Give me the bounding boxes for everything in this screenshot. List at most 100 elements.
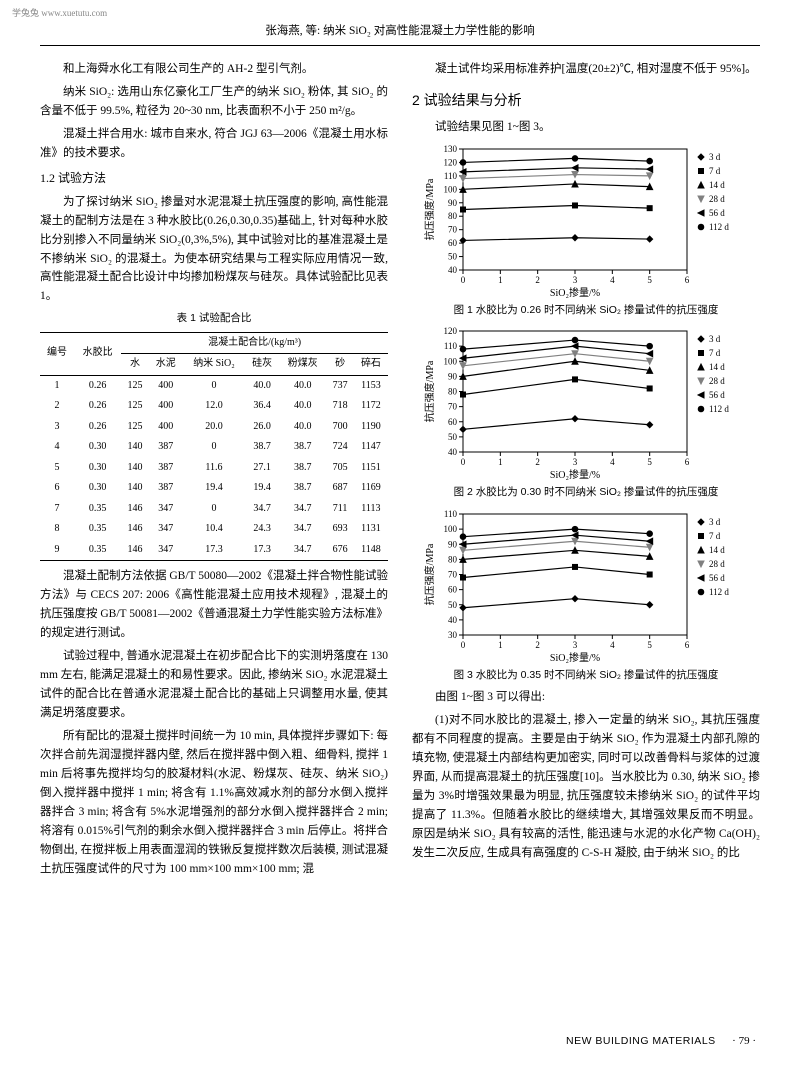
- table-cell: 19.4: [183, 478, 245, 499]
- svg-text:6: 6: [685, 640, 690, 650]
- table-cell: 38.7: [279, 437, 326, 458]
- svg-text:7 d: 7 d: [709, 531, 721, 541]
- svg-text:70: 70: [448, 402, 458, 412]
- svg-text:50: 50: [448, 252, 458, 262]
- table-cell: 0.30: [74, 478, 121, 499]
- para-r3: 由图 1~图 3 可以得出:: [412, 688, 760, 707]
- table-cell: 19.4: [245, 478, 279, 499]
- page-number: · 79 ·: [732, 1035, 756, 1047]
- table-cell: 1169: [354, 478, 388, 499]
- table-cell: 347: [149, 519, 183, 540]
- svg-text:90: 90: [448, 539, 458, 549]
- table-cell: 687: [326, 478, 354, 499]
- th-wc: 水胶比: [74, 332, 121, 375]
- svg-text:110: 110: [444, 341, 458, 351]
- table-cell: 40.0: [279, 375, 326, 396]
- chart-2-svg: 0123456SiO₂掺量/%405060708090100110120抗压强度…: [421, 325, 751, 480]
- para-r1: 凝土试件均采用标准养护[温度(20±2)℃, 相对湿度不低于 95%]。: [412, 60, 760, 79]
- svg-text:0: 0: [461, 457, 466, 467]
- footer-brand: NEW BUILDING MATERIALS: [566, 1035, 716, 1047]
- table-cell: 36.4: [245, 396, 279, 417]
- table-cell: 705: [326, 458, 354, 479]
- heading-1-2: 1.2 试验方法: [40, 169, 388, 189]
- svg-text:4: 4: [610, 457, 615, 467]
- svg-text:1: 1: [498, 640, 503, 650]
- table-cell: 20.0: [183, 417, 245, 438]
- figure-1: 0123456SiO₂掺量/%405060708090100110120130抗…: [412, 143, 760, 298]
- table-cell: 26.0: [245, 417, 279, 438]
- table-cell: 9: [40, 540, 74, 561]
- table-cell: 125: [121, 396, 149, 417]
- svg-text:7 d: 7 d: [709, 348, 721, 358]
- svg-text:2: 2: [535, 275, 540, 285]
- table-row: 60.3014038719.419.438.76871169: [40, 478, 388, 499]
- running-head: 张海燕, 等: 纳米 SiO₂ 对高性能混凝土力学性能的影响: [40, 22, 760, 46]
- table-cell: 0.26: [74, 396, 121, 417]
- table1: 编号 水胶比 混凝土配合比/(kg/m³) 水 水泥 纳米 SiO₂ 硅灰 粉煤…: [40, 332, 388, 562]
- table-cell: 1190: [354, 417, 388, 438]
- th-id: 编号: [40, 332, 74, 375]
- svg-text:120: 120: [444, 326, 458, 336]
- svg-text:3 d: 3 d: [709, 517, 721, 527]
- table-cell: 0: [183, 499, 245, 520]
- svg-text:40: 40: [448, 615, 458, 625]
- table-cell: 34.7: [245, 499, 279, 520]
- table-row: 50.3014038711.627.138.77051151: [40, 458, 388, 479]
- table-cell: 4: [40, 437, 74, 458]
- table-cell: 0.30: [74, 458, 121, 479]
- table-cell: 146: [121, 519, 149, 540]
- para-r2: 试验结果见图 1~图 3。: [412, 118, 760, 137]
- right-column: 凝土试件均采用标准养护[温度(20±2)℃, 相对湿度不低于 95%]。 2 试…: [412, 60, 760, 883]
- svg-text:130: 130: [444, 144, 458, 154]
- figure-3-caption: 图 3 水胶比为 0.35 时不同纳米 SiO₂ 掺量试件的抗压强度: [412, 667, 760, 684]
- chart-1-svg: 0123456SiO₂掺量/%405060708090100110120130抗…: [421, 143, 751, 298]
- svg-text:30: 30: [448, 630, 458, 640]
- svg-text:120: 120: [444, 157, 458, 167]
- table-cell: 38.7: [279, 478, 326, 499]
- figure-1-caption: 图 1 水胶比为 0.26 时不同纳米 SiO₂ 掺量试件的抗压强度: [412, 302, 760, 319]
- table-row: 40.30140387038.738.77241147: [40, 437, 388, 458]
- table-cell: 17.3: [245, 540, 279, 561]
- th-sand: 砂: [326, 354, 354, 376]
- para-l7: 所有配比的混凝土搅拌时间统一为 10 min, 具体搅拌步骤如下: 每次拌合前先…: [40, 727, 388, 879]
- watermark-text: 学兔兔 www.xuetutu.com: [12, 6, 107, 21]
- svg-text:100: 100: [444, 357, 458, 367]
- svg-text:SiO₂掺量/%: SiO₂掺量/%: [550, 651, 600, 663]
- svg-text:2: 2: [535, 457, 540, 467]
- table-cell: 711: [326, 499, 354, 520]
- svg-text:抗压强度/MPa: 抗压强度/MPa: [423, 178, 436, 240]
- table-row: 10.26125400040.040.07371153: [40, 375, 388, 396]
- table-cell: 11.6: [183, 458, 245, 479]
- table-cell: 387: [149, 437, 183, 458]
- table-cell: 1113: [354, 499, 388, 520]
- table-cell: 0.35: [74, 540, 121, 561]
- svg-text:14 d: 14 d: [709, 180, 725, 190]
- svg-text:6: 6: [685, 457, 690, 467]
- table-cell: 387: [149, 458, 183, 479]
- table-cell: 125: [121, 375, 149, 396]
- svg-text:112 d: 112 d: [709, 587, 729, 597]
- th-silica: 硅灰: [245, 354, 279, 376]
- table-cell: 724: [326, 437, 354, 458]
- table-cell: 27.1: [245, 458, 279, 479]
- svg-text:90: 90: [448, 372, 458, 382]
- table-cell: 146: [121, 499, 149, 520]
- table-cell: 0: [183, 437, 245, 458]
- svg-text:1: 1: [498, 275, 503, 285]
- table-row: 70.35146347034.734.77111113: [40, 499, 388, 520]
- table-cell: 676: [326, 540, 354, 561]
- table-cell: 125: [121, 417, 149, 438]
- svg-text:4: 4: [610, 640, 615, 650]
- svg-text:60: 60: [448, 584, 458, 594]
- para-r4: (1)对不同水胶比的混凝土, 掺入一定量的纳米 SiO₂, 其抗压强度都有不同程…: [412, 711, 760, 863]
- table-cell: 1131: [354, 519, 388, 540]
- table-cell: 6: [40, 478, 74, 499]
- table-cell: 1153: [354, 375, 388, 396]
- table-cell: 1: [40, 375, 74, 396]
- table1-body: 10.26125400040.040.0737115320.2612540012…: [40, 375, 388, 561]
- table-cell: 387: [149, 478, 183, 499]
- table-cell: 347: [149, 540, 183, 561]
- svg-text:110: 110: [444, 509, 458, 519]
- svg-text:3 d: 3 d: [709, 152, 721, 162]
- table-cell: 0.26: [74, 375, 121, 396]
